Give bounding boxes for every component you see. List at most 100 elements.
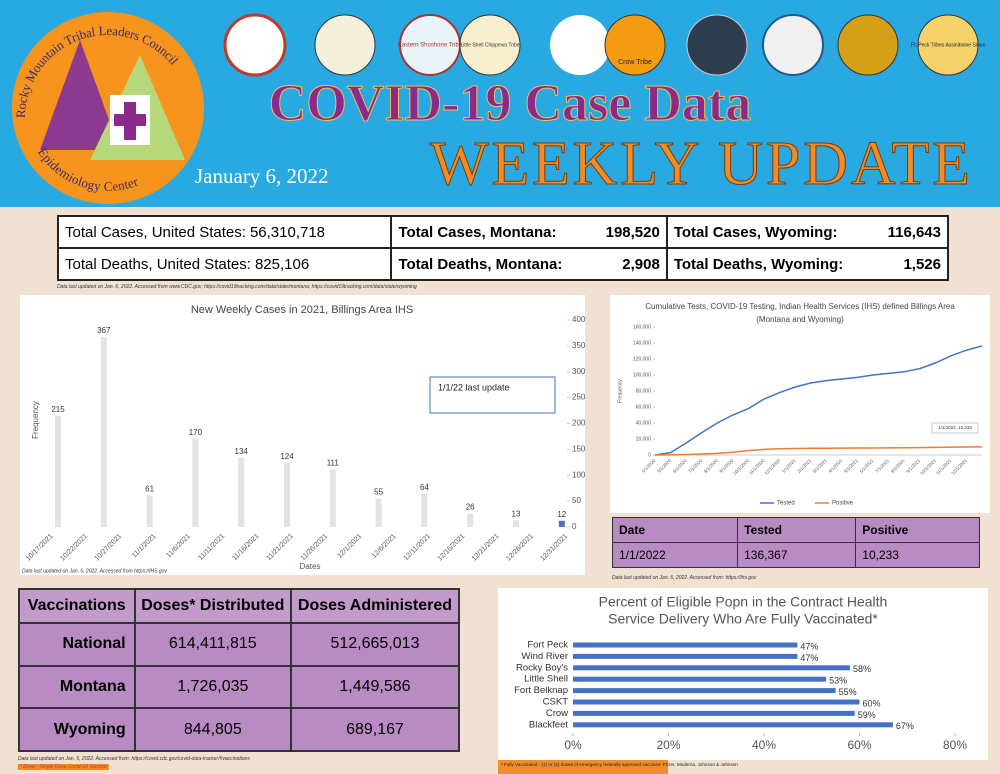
seal [686,14,748,76]
summary-label: Total Cases, United States: [65,223,246,241]
seal [459,14,521,76]
y-tick-label: 0 [572,522,577,531]
summary-value: 1,526 [903,255,941,273]
cell: National [18,622,136,667]
seal [917,14,979,76]
y-tick-label: 250 [572,393,585,402]
cell: 10,233 [855,542,980,568]
x-tick-label: 12/6/2021 [371,533,398,560]
bar [573,699,860,705]
cell: Wyoming [18,707,136,752]
header-cell: Date [611,517,739,543]
summary-cell: Total Cases, United States: 56,310,718 [56,215,393,249]
annotation-box [931,422,979,434]
annotation-box [429,376,556,414]
x-tick-label: 5/1/2020 [656,458,672,474]
line [654,446,983,456]
category-label: Wind River [522,651,568,662]
seal [604,14,666,76]
row: 1/1/2022 136,367 10,233 [611,542,980,568]
y-tick-label: 200 [572,419,585,428]
value-label: 367 [97,326,111,335]
x-tick-label: 10/22/2021 [59,533,89,563]
bar [55,415,61,527]
y-axis-label: Frequency [31,401,40,439]
y-tick-label: 300 [572,367,585,376]
header: Rocky Mountain Tribal Leaders Council Ep… [0,0,1000,207]
summary-value: 198,520 [605,223,660,241]
x-tick-label: 10/1/2021 [919,458,937,476]
bar [573,722,893,728]
legend-label: Tested [777,501,795,507]
y-tick-label: 20,000 [636,436,652,442]
x-tick-label: 5/1/2021 [843,458,859,474]
annotation: 1/1/2022, 10,233 [938,425,972,430]
x-tick-label: 8/1/2020 [703,458,719,474]
cumulative-tests-chart: Cumulative Tests, COVID-19 Testing, Indi… [610,295,990,513]
x-tick-label: 11/21/2021 [265,533,294,562]
chart-title: New Weekly Cases in 2021, Billings Area … [191,304,413,316]
cell: 844,805 [133,707,292,752]
bar [467,513,474,527]
logo-tipi [40,40,120,150]
x-tick-label: 12/1/2021 [336,533,363,560]
value-label: 61 [145,485,154,494]
x-tick-label: 6/1/2021 [859,458,875,474]
x-tick-label: 12/1/2021 [950,458,968,476]
cell: 689,167 [289,707,461,752]
bar [421,493,428,527]
cell: 136,367 [737,542,857,568]
seal [837,14,899,76]
value-label: 47% [800,641,818,651]
y-tick-label: 60,000 [636,404,652,410]
cell: 1/1/2022 [611,542,739,568]
x-tick-label: 11/11/2021 [197,533,226,562]
y-tick-label: 350 [572,341,585,350]
x-axis-label: Dates [300,562,321,571]
summary-label: Total Deaths, United States: [65,255,251,273]
note: * Dose - Single Dose Covid-19 Vaccine [18,764,109,770]
summary-value: 56,310,718 [249,223,326,241]
y-tick-label: 100 [572,470,585,479]
summary-table: Total Cases, United States: 56,310,718 Tot… [56,215,950,281]
header-cell: Tested [737,517,857,543]
title: COVID-19 Case Data [269,75,751,132]
x-tick-label: 12/1/2020 [763,458,781,476]
bar [238,457,245,527]
seal [762,14,824,76]
chart-background [498,588,988,760]
value-label: 215 [51,405,65,414]
x-tick-label: 1/1/2021 [781,458,797,474]
value-label: 124 [280,452,294,461]
x-tick-label: 7/1/2021 [874,458,890,474]
value-label: 53% [829,676,847,686]
x-tick-label: 3/1/2021 [812,458,828,474]
summary-cell: Total Cases, Wyoming: 116,643 [665,215,950,249]
bar [329,469,336,527]
row: National 614,411,815 512,665,013 [18,622,461,667]
summary-row: Total Deaths, United States: 825,106 Total… [56,247,950,281]
x-tick-label: 10/1/2020 [732,458,750,476]
source: Data last updated on Jan. 6, 2022. Acces… [22,568,167,574]
logo-cross [114,102,146,140]
cell: 614,411,815 [133,622,292,667]
summary-row: Total Cases, United States: 56,310,718 Tot… [56,215,950,249]
header-row: Date Tested Positive [611,517,980,543]
header-cell: Doses Administered [289,588,461,624]
x-tick-label: 11/16/2021 [231,533,260,562]
bar [284,462,290,527]
chart-title: Percent of Eligible Popn in the Contract… [599,594,888,610]
header-cell: Vaccinations [18,588,136,624]
value-label: 12 [557,510,566,519]
chart-title: Service Delivery Who Are Fully Vaccinate… [608,611,878,627]
value-label: 64 [420,483,429,492]
vaccination-table: Vaccinations Doses* Distributed Doses Admi… [18,588,461,752]
seal [223,13,287,77]
line [654,345,983,456]
cell: Montana [18,664,136,710]
bar [146,495,153,527]
seal-text: Crow Tribe [618,59,652,66]
y-tick-label: 100,000 [633,372,651,378]
annotation: 1/1/22 last update [438,382,510,392]
